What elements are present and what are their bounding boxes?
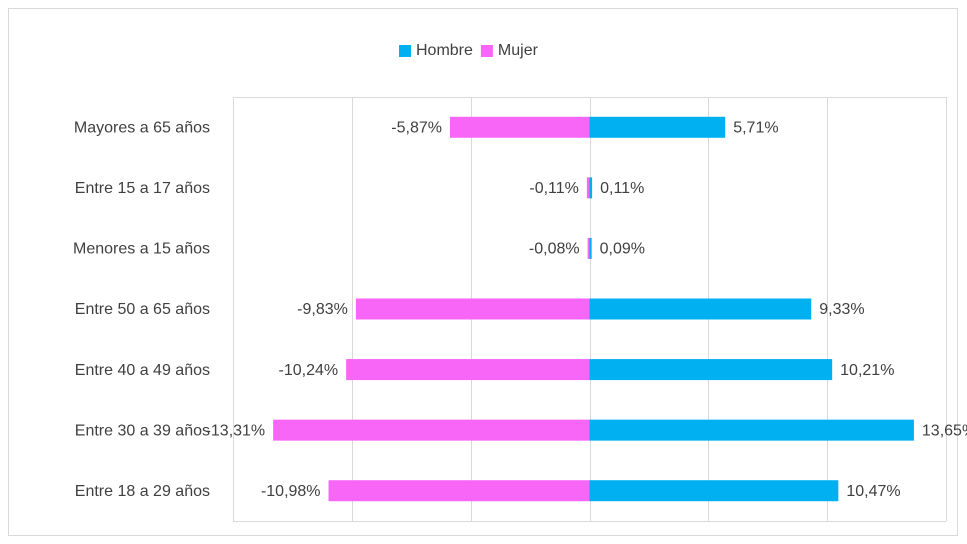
y-tick-label: Entre 30 a 39 años <box>75 422 210 439</box>
data-label: -5,87% <box>391 120 442 137</box>
data-label: 10,21% <box>840 362 894 379</box>
data-label: 13,65% <box>922 422 967 439</box>
legend-swatch <box>480 45 493 57</box>
data-label: -10,98% <box>261 483 321 500</box>
data-label: -13,31% <box>206 422 266 439</box>
bar <box>589 298 812 320</box>
bar <box>328 480 590 502</box>
y-tick-label: Menores a 15 años <box>73 241 210 258</box>
bar <box>589 237 592 259</box>
bar <box>273 419 590 441</box>
legend-swatch <box>399 45 411 57</box>
bar <box>589 177 593 199</box>
data-label: 0,09% <box>600 241 645 258</box>
data-label: 5,71% <box>733 120 778 137</box>
y-tick-label: Entre 15 a 17 años <box>75 180 210 197</box>
data-label: 9,33% <box>819 301 864 318</box>
chart-border <box>8 8 958 536</box>
data-label: -10,24% <box>279 362 339 379</box>
bar <box>587 237 590 259</box>
bar <box>355 298 590 320</box>
y-tick-label: Entre 50 a 65 años <box>75 301 210 318</box>
bar <box>449 116 590 138</box>
bar <box>589 419 914 441</box>
y-tick-label: Mayores a 65 años <box>74 120 210 137</box>
y-tick-label: Entre 18 a 29 años <box>75 483 210 500</box>
bar <box>589 116 726 138</box>
bar <box>346 359 590 381</box>
legend-label: Mujer <box>498 42 539 59</box>
data-label: 0,11% <box>600 180 644 197</box>
data-label: -0,08% <box>529 241 580 258</box>
data-label: -0,11% <box>529 180 579 197</box>
legend-label: Hombre <box>416 42 473 59</box>
bar <box>589 359 833 381</box>
data-label: -9,83% <box>297 301 348 318</box>
data-label: 10,47% <box>846 483 900 500</box>
bar <box>589 480 839 502</box>
y-tick-label: Entre 40 a 49 años <box>75 362 210 379</box>
bar <box>586 177 590 199</box>
